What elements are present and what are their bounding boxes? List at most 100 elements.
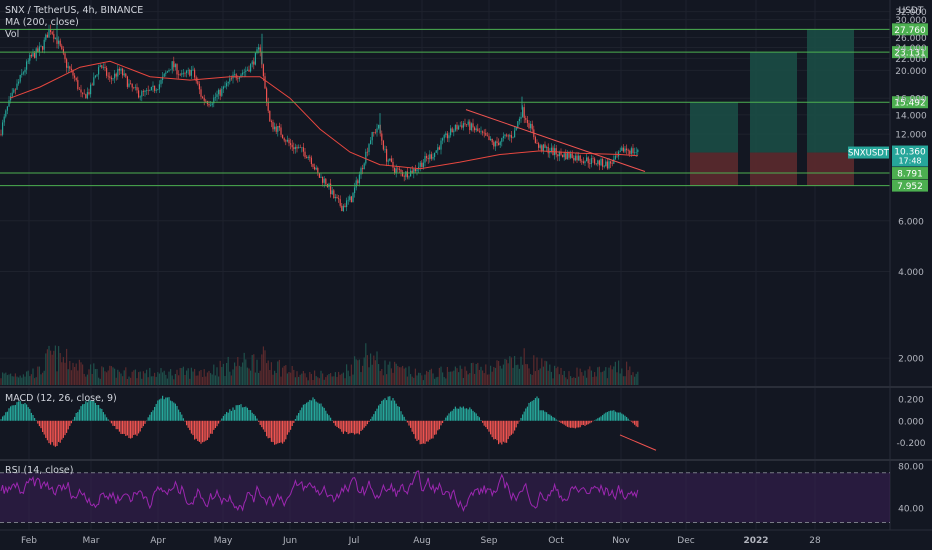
macd-bar — [374, 411, 376, 421]
macd-bar — [554, 417, 556, 421]
candle-body — [454, 124, 456, 131]
macd-bar — [402, 414, 404, 421]
candle-body — [104, 66, 106, 68]
candle-body — [16, 83, 18, 90]
symbol-title[interactable]: SNX / TetherUS, 4h, BINANCE — [5, 5, 143, 16]
volume-bar — [338, 371, 340, 385]
volume-bar — [179, 367, 181, 385]
candle-body — [162, 76, 164, 81]
macd-bar — [69, 420, 71, 426]
macd-bar — [104, 414, 106, 421]
candle-body — [181, 73, 183, 75]
rsi-axis[interactable]: 80.00 40.00 — [898, 463, 924, 515]
candle-body — [126, 76, 128, 87]
volume-bar — [5, 372, 7, 385]
macd-bar — [626, 416, 628, 421]
candle-body — [298, 147, 300, 149]
macd-bar — [406, 420, 408, 423]
candle-body — [238, 77, 240, 79]
macd-bar — [109, 420, 111, 422]
macd-bar — [525, 408, 527, 421]
rsi-legend[interactable]: RSI (14, close) — [5, 465, 73, 476]
volume-bar — [8, 374, 10, 385]
macd-bar — [115, 420, 117, 430]
volume-bar — [442, 372, 444, 385]
candle-body — [98, 67, 100, 75]
macd-bar — [456, 408, 458, 421]
time-tick-label: Dec — [677, 536, 694, 546]
volume-bar — [488, 374, 490, 385]
volume-bar — [125, 367, 127, 385]
candle-body — [293, 147, 295, 150]
macd-bar — [442, 420, 444, 423]
macd-trendline[interactable] — [619, 434, 657, 451]
volume-bar — [562, 374, 564, 385]
volume-bar — [80, 362, 82, 385]
macd-bar — [555, 419, 557, 421]
time-axis[interactable]: Feb Mar Apr May Jun Jul Aug Sep Oct Nov Dec 2022 28 — [21, 536, 821, 546]
macd-bar — [286, 420, 288, 435]
candle-body — [272, 122, 274, 130]
macd-bar — [80, 406, 82, 421]
macd-bar — [493, 420, 495, 440]
macd-bar — [278, 420, 280, 443]
volume-bar — [198, 371, 200, 385]
macd-bar — [117, 420, 119, 430]
candle-body — [218, 89, 220, 95]
volume-bar — [229, 371, 231, 385]
volume-bar — [467, 374, 469, 385]
macd-bar — [13, 405, 15, 421]
time-tick-label: 2022 — [743, 536, 768, 546]
candle-body — [357, 180, 359, 184]
macd-bar — [613, 410, 615, 421]
volume-bar — [528, 368, 530, 385]
volume-bar — [626, 361, 628, 385]
horizontal-levels[interactable]: 27.760 23.131 15.492 8.791 7.952 — [0, 23, 928, 192]
candle-body — [635, 152, 637, 153]
macd-bar — [21, 403, 23, 421]
macd-bar — [130, 420, 132, 439]
candle-body — [422, 162, 424, 168]
macd-axis[interactable]: 0.200 0.000 -0.200 — [896, 395, 925, 449]
macd-legend[interactable]: MACD (12, 26, close, 9) — [5, 393, 117, 404]
candle-body — [478, 131, 480, 132]
candle-body — [507, 135, 509, 137]
volume-bar — [392, 372, 394, 385]
volume-bar — [589, 366, 591, 385]
candle-body — [614, 155, 616, 160]
price-tick-label: 16.000 — [895, 95, 927, 105]
macd-bar — [358, 420, 360, 435]
volume-bar — [390, 368, 392, 385]
candle-body — [198, 83, 200, 90]
volume-bar — [472, 362, 474, 385]
candle-body — [520, 116, 522, 119]
macd-bar — [245, 406, 247, 421]
volume-bar — [430, 368, 432, 385]
candle-body — [77, 80, 79, 90]
volume-bar — [600, 372, 602, 385]
candle-body — [331, 190, 333, 195]
macd-bar — [34, 418, 36, 421]
candle-body — [258, 47, 260, 50]
volume-bar — [510, 357, 512, 385]
price-trendline[interactable] — [465, 109, 646, 172]
candle-body — [440, 140, 442, 150]
macd-tick-label: -0.200 — [896, 439, 925, 449]
volume-bar — [102, 367, 104, 385]
macd-bar — [630, 420, 632, 422]
macd-bar — [27, 407, 29, 421]
volume-bar — [578, 376, 580, 385]
candle-body — [91, 84, 93, 86]
volume-bar — [459, 365, 461, 385]
macd-bar — [190, 420, 192, 434]
macd-bar — [387, 396, 389, 421]
macd-bar — [512, 420, 514, 434]
ma-legend[interactable]: MA (200, close) — [5, 17, 79, 28]
price-tick-label: 24.000 — [895, 44, 927, 54]
macd-bar — [386, 400, 388, 421]
volume-legend[interactable]: Vol — [5, 29, 19, 40]
candle-body — [608, 161, 610, 169]
macd-bar — [53, 420, 55, 446]
